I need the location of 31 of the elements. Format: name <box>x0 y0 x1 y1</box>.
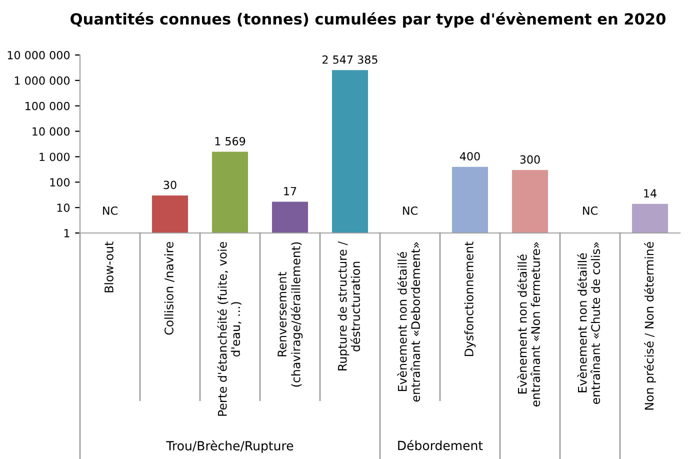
text: NC <box>583 206 598 215</box>
text: Trou/Brèche/Rupture <box>166 440 294 453</box>
x-tick-label: Evènement non détaillé entraînant «Chute de colis» <box>577 242 600 404</box>
data-label: 400 <box>460 152 480 161</box>
y-tick-label: 10 000 000 <box>8 50 70 60</box>
x-tick-label: Rupture de structure / déstructuration <box>338 241 360 370</box>
y-tick-label: 100 000 <box>26 102 70 110</box>
y-tick-label: 100 <box>50 178 70 187</box>
text: Débordement <box>398 440 483 450</box>
y-tick-label: 1 000 000 <box>14 76 70 85</box>
x-tick-label: Evènement non détaillé entraînant «Debordement» <box>397 242 420 402</box>
data-label: 300 <box>520 155 540 164</box>
y-tick-label: 1 000 <box>40 152 70 162</box>
x-tick-label: Blow-out <box>104 242 114 292</box>
x-tick-label: Renversement (chavirage/déraillement) <box>278 242 303 387</box>
chart-title: Quantités connues (tonnes) cumulées par type d'évènement en 2020 <box>70 12 666 28</box>
data-label: 2 547 385 <box>322 55 378 64</box>
text: NC <box>403 206 418 215</box>
y-tick-label: 1 <box>64 229 70 238</box>
text: NC <box>103 206 118 215</box>
x-tick-label: Dysfonctionnement <box>464 242 476 356</box>
y-tick-label: 10 <box>57 204 70 212</box>
data-label: 1 569 <box>215 137 246 146</box>
x-tick-label: Evènement non détaillé entraînant «Non fermeture» <box>517 242 540 407</box>
y-tick-label: 10 000 <box>32 127 70 136</box>
data-label: 17 <box>284 187 296 196</box>
x-tick-label: Collision /navire <box>164 242 174 335</box>
data-label: 14 <box>644 189 656 198</box>
data-label: 30 <box>164 180 176 190</box>
x-tick-label: Non précisé / Non déterminé <box>644 242 656 410</box>
x-tick-label: Perte d'étanchéité (fuite, voie d'eau, ...) <box>217 242 242 416</box>
